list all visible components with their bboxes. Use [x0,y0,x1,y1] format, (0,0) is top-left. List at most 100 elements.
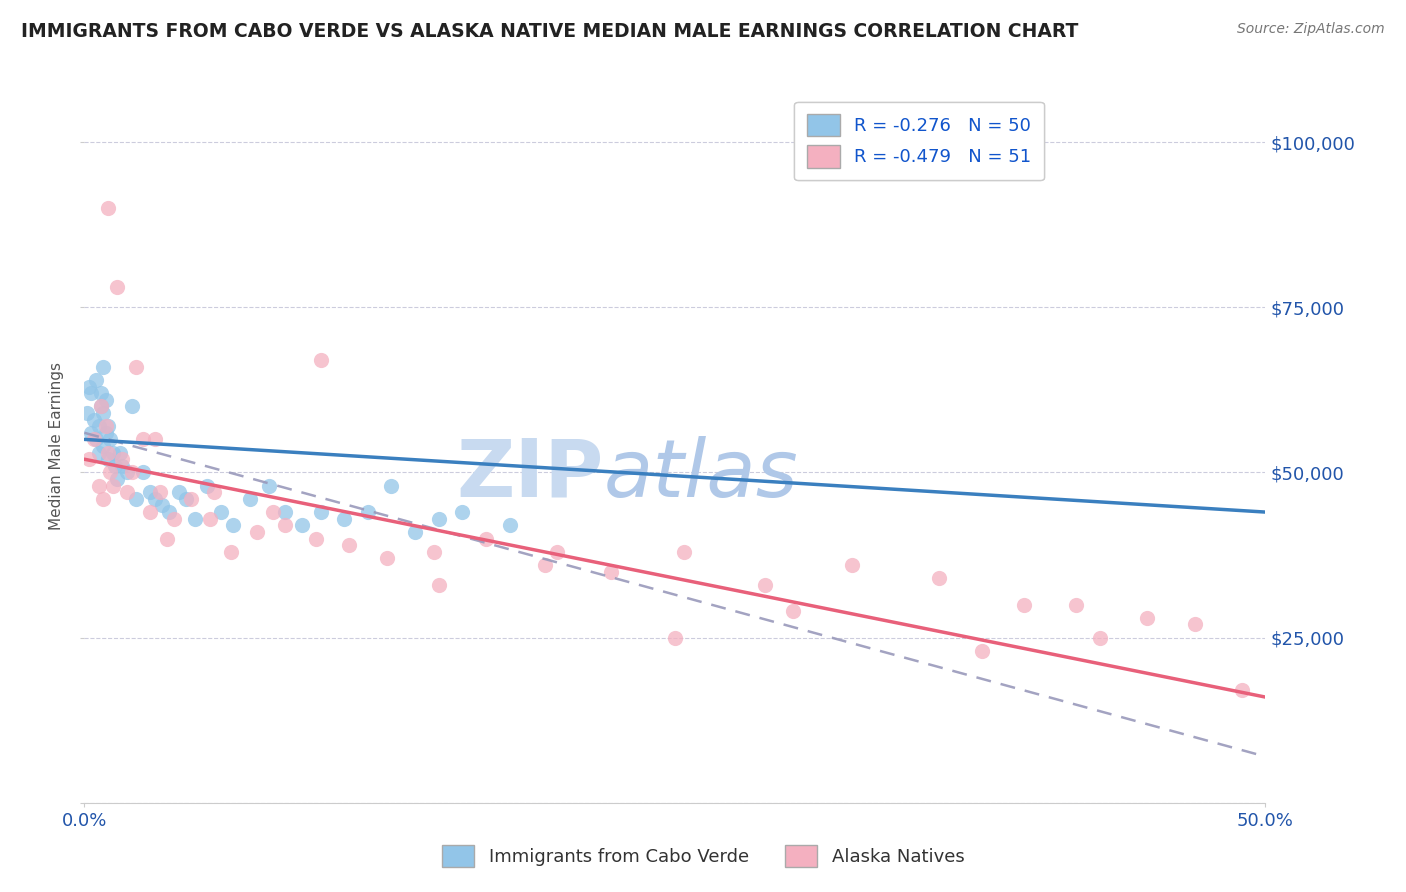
Point [184,511,207,525]
Point [970,644,993,658]
Point [1066,598,1088,612]
Point [782,604,804,618]
Point [209,505,232,519]
Point [91,406,114,420]
Point [1014,598,1036,612]
Point [125,491,148,506]
Point [90,400,112,414]
Point [107,472,129,486]
Point [115,466,138,480]
Point [309,505,332,519]
Point [451,505,474,519]
Point [97,452,120,467]
Point [132,466,155,480]
Point [101,478,124,492]
Point [121,466,143,480]
Text: ZIP: ZIP [457,435,605,514]
Point [111,458,134,473]
Point [94,392,117,407]
Point [83,412,105,426]
Legend: Immigrants from Cabo Verde, Alaska Natives: Immigrants from Cabo Verde, Alaska Nativ… [434,838,972,874]
Point [546,545,568,559]
Point [600,565,623,579]
Point [139,505,162,519]
Point [125,359,148,374]
Point [77,379,100,393]
Point [664,631,686,645]
Point [107,280,129,294]
Point [427,578,450,592]
Text: atlas: atlas [605,435,799,514]
Point [91,359,114,374]
Point [115,485,138,500]
Point [84,433,107,447]
Point [163,511,186,525]
Point [77,452,100,467]
Point [754,578,776,592]
Point [246,524,269,539]
Point [274,505,297,519]
Point [841,558,863,572]
Point [928,571,950,585]
Point [198,511,221,525]
Point [427,511,450,525]
Point [157,505,180,519]
Point [87,445,110,459]
Point [76,406,98,420]
Point [149,485,172,500]
Point [94,419,117,434]
Point [150,499,173,513]
Point [291,518,314,533]
Point [534,558,557,572]
Point [90,386,112,401]
Point [174,491,197,506]
Point [87,478,110,492]
Point [357,505,380,519]
Point [423,545,446,559]
Point [84,373,107,387]
Point [222,518,245,533]
Point [673,545,696,559]
Point [143,491,166,506]
Point [101,445,124,459]
Point [404,524,426,539]
Point [139,485,162,500]
Point [97,201,120,215]
Point [132,433,155,447]
Point [94,425,117,440]
Point [202,485,225,500]
Point [309,353,332,368]
Point [111,452,134,467]
Point [305,532,328,546]
Point [475,532,498,546]
Point [375,551,398,566]
Point [274,518,297,533]
Point [98,466,121,480]
Point [257,478,280,492]
Legend: R = -0.276   N = 50, R = -0.479   N = 51: R = -0.276 N = 50, R = -0.479 N = 51 [794,102,1043,180]
Point [167,485,190,500]
Point [97,445,120,459]
Point [219,545,242,559]
Point [90,400,112,414]
Point [83,433,105,447]
Point [91,491,114,506]
Point [1088,631,1111,645]
Point [195,478,218,492]
Point [1184,617,1206,632]
Point [239,491,262,506]
Point [262,505,284,519]
Point [91,439,114,453]
Point [87,419,110,434]
Point [1230,683,1253,698]
Point [156,532,179,546]
Point [80,386,103,401]
Point [104,458,127,473]
Point [180,491,202,506]
Point [121,400,143,414]
Point [143,433,166,447]
Y-axis label: Median Male Earnings: Median Male Earnings [49,362,65,530]
Text: IMMIGRANTS FROM CABO VERDE VS ALASKA NATIVE MEDIAN MALE EARNINGS CORRELATION CHA: IMMIGRANTS FROM CABO VERDE VS ALASKA NAT… [21,22,1078,41]
Point [98,433,121,447]
Point [498,518,520,533]
